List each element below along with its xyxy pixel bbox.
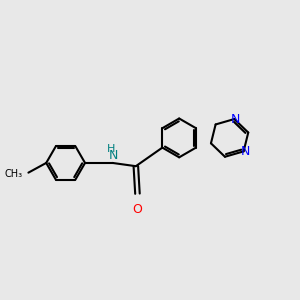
Text: O: O <box>133 203 142 216</box>
Text: N: N <box>109 149 118 162</box>
Text: N: N <box>231 112 241 126</box>
Text: CH₃: CH₃ <box>4 169 22 179</box>
Text: H: H <box>107 144 115 154</box>
Text: N: N <box>241 145 250 158</box>
